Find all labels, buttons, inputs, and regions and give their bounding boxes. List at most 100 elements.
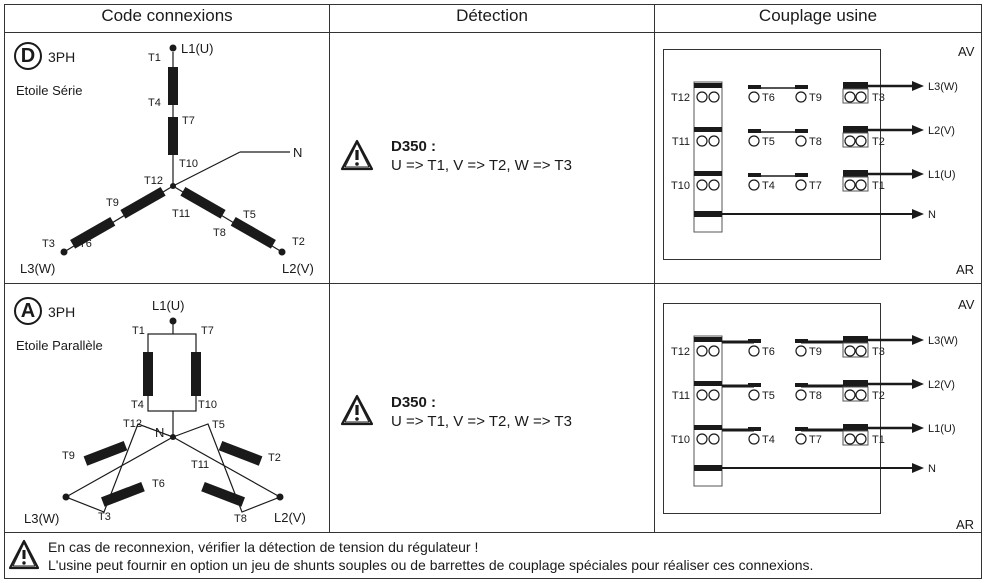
output-arrow xyxy=(912,209,924,219)
terminal-stud xyxy=(708,345,720,357)
terminal-stud xyxy=(708,389,720,401)
av-label: AV xyxy=(958,44,975,59)
phase-label: 3PH xyxy=(48,304,76,320)
output-arrow xyxy=(912,335,924,345)
output-arrow xyxy=(912,125,924,135)
star-parallel-nodes xyxy=(62,317,284,501)
terminal-label: T3 xyxy=(872,346,885,358)
terminal-label: T7 xyxy=(809,180,822,192)
label-t10: T10 xyxy=(179,158,198,170)
terminal-stud xyxy=(748,179,760,191)
phase-label: 3PH xyxy=(48,49,76,65)
label-t3: T3 xyxy=(42,238,55,250)
detection-mapping: U => T1, V => T2, W => T3 xyxy=(391,157,572,174)
label-t1: T1 xyxy=(148,52,161,64)
terminal-label: T8 xyxy=(809,136,822,148)
terminal-board-2: T12 T6 T9 T3 L3(W) T11 T5 T8 T2 L2(V) T10 T4 T7 T1 L1(… xyxy=(663,303,958,514)
label-t5: T5 xyxy=(243,209,256,221)
label-t12: T12 xyxy=(144,175,163,187)
label-t12: T12 xyxy=(123,418,142,430)
output-label: L2(V) xyxy=(928,379,955,391)
terminal-stud xyxy=(696,135,708,147)
label-t7: T7 xyxy=(201,325,214,337)
label-t6: T6 xyxy=(79,238,92,250)
output-label: L3(W) xyxy=(928,81,958,93)
terminal-stud xyxy=(708,135,720,147)
star-series-nodes xyxy=(60,44,286,256)
terminal-stud xyxy=(844,345,856,357)
terminal-label: T5 xyxy=(762,390,775,402)
output-arrow xyxy=(912,81,924,91)
terminal-label: T3 xyxy=(872,92,885,104)
terminal-stud xyxy=(696,91,708,103)
star-parallel-windings xyxy=(83,352,263,507)
table-grid xyxy=(4,4,982,579)
label-l1: L1(U) xyxy=(181,41,214,56)
output-label: N xyxy=(928,463,936,475)
label-t9: T9 xyxy=(62,450,75,462)
label-t4: T4 xyxy=(131,399,144,411)
terminal-label: T6 xyxy=(762,92,775,104)
terminal-stud xyxy=(844,433,856,445)
terminal-stud xyxy=(855,91,867,103)
ar-label: AR xyxy=(956,517,975,532)
terminal-stud xyxy=(855,345,867,357)
terminal-stud xyxy=(855,135,867,147)
label-n: N xyxy=(293,145,303,160)
terminal-label: T10 xyxy=(671,180,690,192)
output-arrow xyxy=(912,379,924,389)
label-t11: T11 xyxy=(191,459,210,471)
warning-icon xyxy=(8,539,40,570)
output-label: L1(U) xyxy=(928,423,956,435)
terminal-stud xyxy=(795,345,807,357)
output-label: L3(W) xyxy=(928,335,958,347)
label-l1: L1(U) xyxy=(152,298,185,313)
terminal-label: T1 xyxy=(872,180,885,192)
footer-warning: En cas de reconnexion, vérifier la détec… xyxy=(48,539,479,555)
terminal-label: T2 xyxy=(872,390,885,402)
header-detection: Détection xyxy=(456,6,528,25)
label-t7: T7 xyxy=(182,115,195,127)
terminal-stud xyxy=(708,179,720,191)
terminal-stud xyxy=(855,389,867,401)
label-t5: T5 xyxy=(212,419,225,431)
output-arrow xyxy=(912,423,924,433)
terminal-label: T11 xyxy=(672,390,690,402)
star-series-windings xyxy=(70,67,276,249)
terminal-stud xyxy=(795,179,807,191)
label-l2: L2(V) xyxy=(282,261,314,276)
label-t8: T8 xyxy=(234,513,247,525)
label-t1: T1 xyxy=(132,325,145,337)
terminal-label: T6 xyxy=(762,346,775,358)
terminal-label: T10 xyxy=(671,434,690,446)
terminal-stud xyxy=(696,179,708,191)
header-couplage-usine: Couplage usine xyxy=(758,6,878,25)
board-frame xyxy=(663,49,881,260)
terminal-stud xyxy=(696,433,708,445)
terminal-stud xyxy=(795,91,807,103)
terminal-label: T1 xyxy=(872,434,885,446)
terminal-stud xyxy=(696,345,708,357)
terminal-label: T2 xyxy=(872,136,885,148)
label-t3: T3 xyxy=(98,511,111,523)
terminal-label: T12 xyxy=(671,346,690,358)
terminal-board-1: T12 T6 T9 T3 L3(W) T11 T5 T8 T2 L2(V) T10 T4 T7 T1 L1(… xyxy=(663,49,958,260)
terminal-label: T9 xyxy=(809,92,822,104)
terminal-stud xyxy=(708,433,720,445)
terminal-label: T4 xyxy=(762,434,775,446)
code-letter-badge: A xyxy=(14,297,42,325)
label-n: N xyxy=(155,425,165,440)
terminal-stud xyxy=(855,179,867,191)
label-l3: L3(W) xyxy=(24,511,60,526)
terminal-stud xyxy=(748,135,760,147)
terminal-label: T11 xyxy=(672,136,690,148)
output-label: L2(V) xyxy=(928,125,955,137)
output-arrow xyxy=(912,463,924,473)
terminal-stud xyxy=(795,135,807,147)
terminal-stud xyxy=(795,433,807,445)
detection-mapping: U => T1, V => T2, W => T3 xyxy=(391,413,572,430)
detection-title: D350 : xyxy=(391,394,437,411)
connection-name: Etoile Série xyxy=(16,83,83,98)
